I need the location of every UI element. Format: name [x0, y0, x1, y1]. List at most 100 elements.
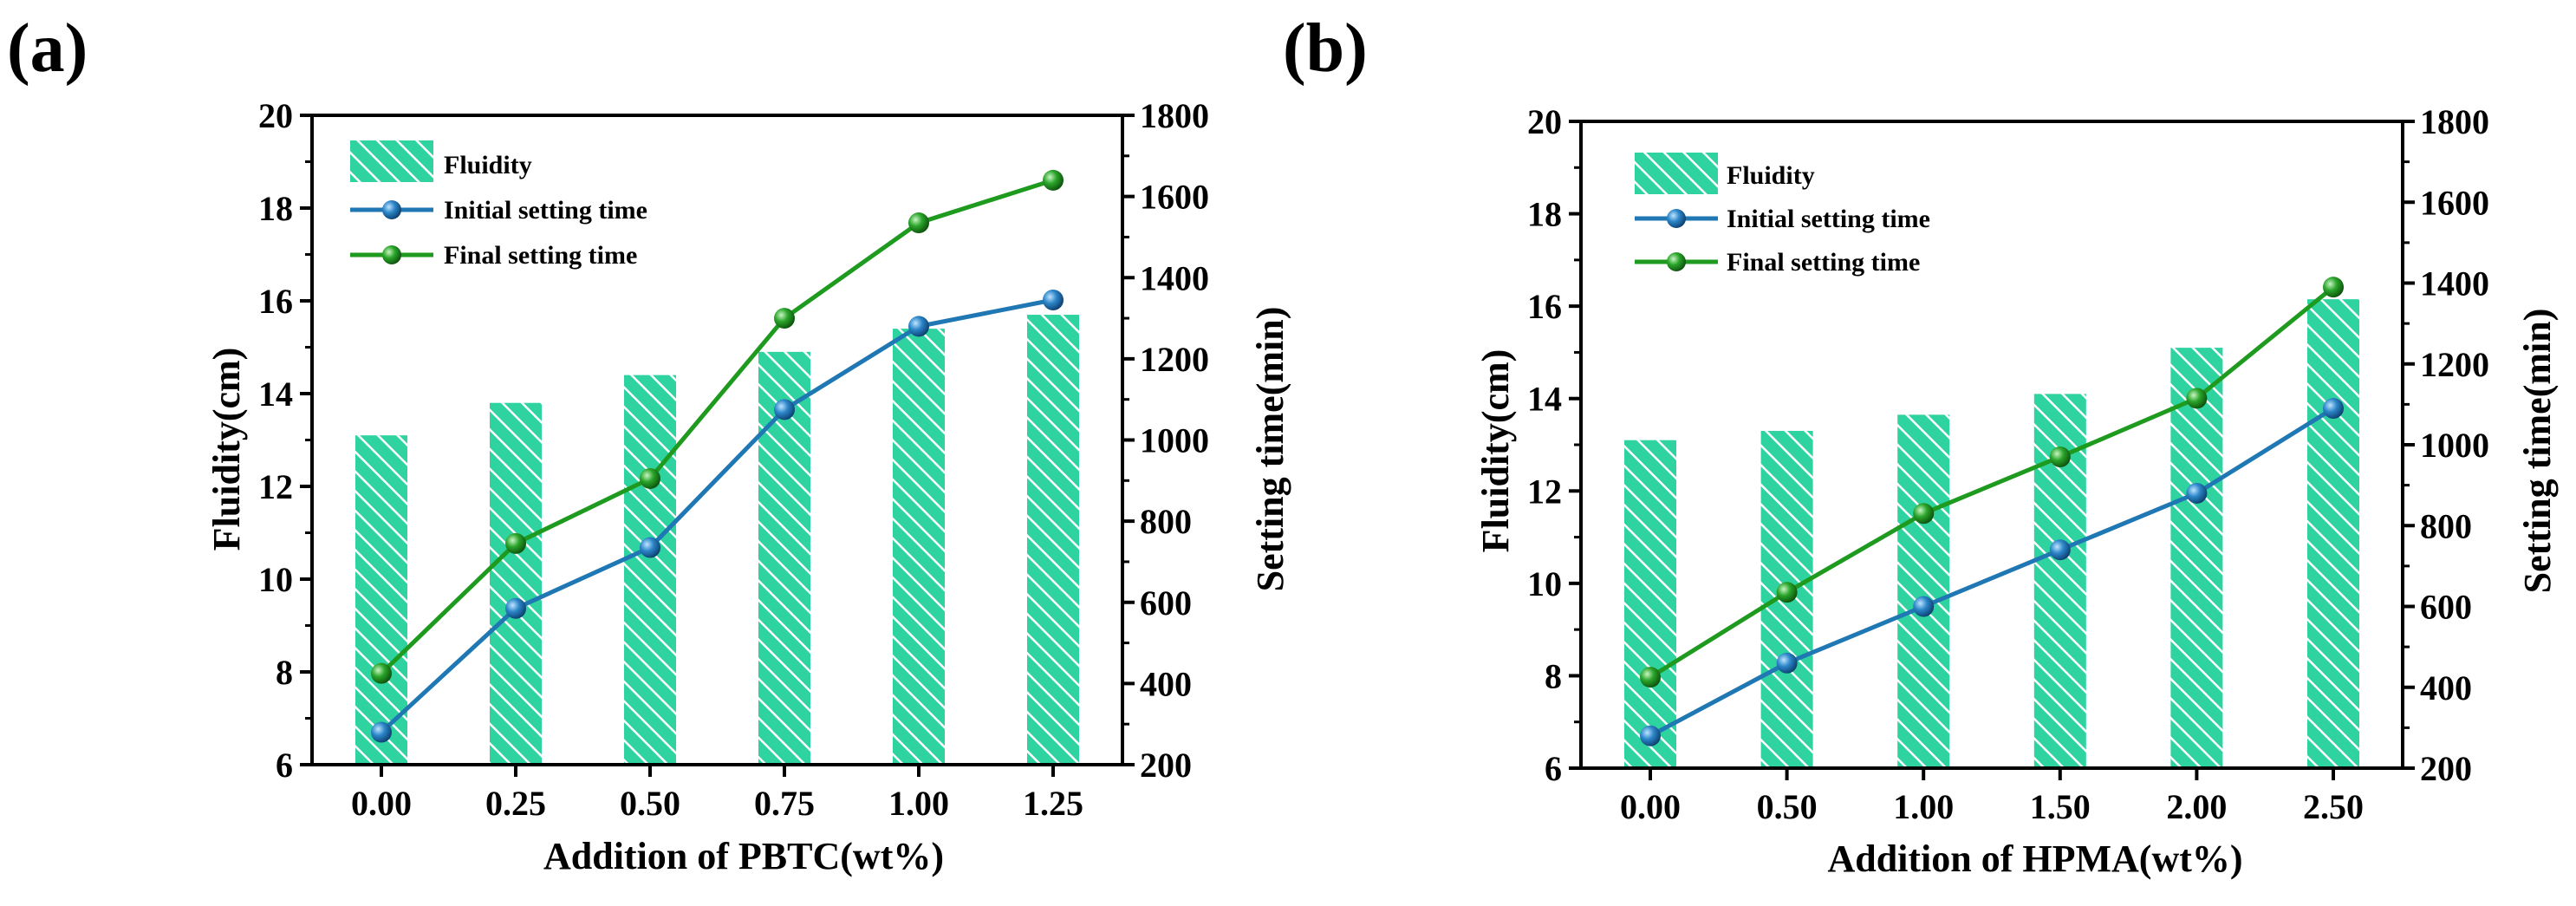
xtick-label-b-5: 2.50 [2303, 787, 2364, 826]
ytick-label-a-7: 20 [258, 96, 293, 135]
y2tick-label-b-5: 1200 [2420, 345, 2489, 384]
ytick-label-a-4: 14 [258, 375, 293, 414]
xtick-label-b-2: 1.00 [1893, 787, 1954, 826]
y2tick-label-a-6: 1400 [1140, 258, 1209, 297]
chart-a-y2label: Setting time(min) [1249, 307, 1291, 592]
final-setting-point-b-4 [2186, 388, 2208, 409]
legend-a-initial-label: Initial setting time [444, 196, 647, 225]
y2tick-label-b-6: 1400 [2420, 264, 2489, 303]
y2tick-label-a-2: 600 [1140, 583, 1192, 622]
initial-setting-point-b-0 [1640, 725, 1661, 746]
y2tick-label-b-1: 400 [2420, 668, 2472, 707]
y2tick-label-b-7: 1600 [2420, 183, 2489, 222]
ytick-label-b-0: 6 [1545, 749, 1562, 788]
chart-a-ylabel: Fluidity(cm) [205, 348, 248, 551]
y2tick-label-b-2: 600 [2420, 588, 2472, 627]
initial-setting-point-a-2 [640, 537, 660, 558]
legend-a-fluidity-swatch [350, 140, 433, 182]
final-setting-point-b-2 [1913, 503, 1935, 525]
ytick-label-b-2: 10 [1527, 564, 1562, 603]
xtick-label-b-0: 0.00 [1620, 787, 1681, 826]
final-setting-line-b [1649, 285, 2335, 680]
final-setting-point-b-1 [1776, 582, 1798, 603]
fluidity-bar-a-1 [490, 402, 542, 765]
fluidity-bar-b-5 [2307, 299, 2359, 768]
initial-setting-point-b-5 [2323, 398, 2344, 420]
legend-b-final-marker [1667, 252, 1686, 271]
panel-a: (a) 6 8 10 12 14 16 18 20 200 400 600 800 1000 1200 14… [7, 10, 1291, 877]
y2tick-label-a-0: 200 [1140, 746, 1192, 785]
y2tick-label-a-8: 1800 [1140, 96, 1209, 135]
chart-a-plot: 6 8 10 12 14 16 18 20 200 400 600 800 1000 1200 1400 16… [258, 96, 1209, 823]
xtick-label-a-5: 1.25 [1023, 784, 1083, 823]
fluidity-bar-a-0 [355, 435, 407, 765]
plot-frame-a [310, 114, 1124, 766]
y2tick-label-a-3: 800 [1140, 502, 1192, 541]
panel-b: (b) 6 8 10 12 14 16 18 20 200 400 600 800 1000 1200 14… [1283, 10, 2559, 880]
ytick-label-a-3: 12 [258, 467, 293, 506]
fluidity-bar-a-3 [758, 351, 810, 765]
legend-b-fluidity-label: Fluidity [1727, 161, 1815, 190]
legend-a-final-label: Final setting time [444, 241, 637, 270]
legend-b-initial-marker [1667, 209, 1686, 228]
xtick-label-a-3: 0.75 [754, 784, 815, 823]
xtick-label-a-4: 1.00 [888, 784, 949, 823]
initial-setting-point-b-1 [1776, 652, 1798, 674]
final-setting-point-a-2 [640, 467, 660, 489]
final-setting-point-a-5 [1043, 169, 1064, 191]
xtick-label-a-1: 0.25 [485, 784, 546, 823]
panel-b-label: (b) [1283, 10, 1368, 87]
final-setting-point-b-5 [2323, 277, 2344, 298]
chart-b-legend: Fluidity Initial setting time Final sett… [1635, 153, 1930, 277]
fluidity-bar-a-5 [1027, 315, 1079, 765]
final-setting-line-a [380, 178, 1054, 675]
y2tick-label-b-0: 200 [2420, 749, 2472, 788]
initial-setting-point-a-1 [505, 597, 526, 619]
fluidity-bar-b-0 [1624, 440, 1676, 768]
fluidity-bar-a-2 [624, 375, 676, 765]
fluidity-bar-b-2 [1897, 414, 1950, 768]
final-setting-point-a-3 [774, 308, 795, 329]
chart-a-xlabel: Addition of PBTC(wt%) [543, 835, 944, 877]
chart-a-legend: Fluidity Initial setting time Final sett… [350, 140, 647, 270]
xtick-label-a-2: 0.50 [620, 784, 680, 823]
legend-a-initial-marker [382, 200, 401, 219]
initial-setting-line-a [380, 297, 1054, 734]
initial-setting-point-a-5 [1043, 289, 1064, 310]
fluidity-bar-a-4 [893, 329, 945, 765]
y2tick-label-b-3: 800 [2420, 506, 2472, 545]
initial-setting-point-b-3 [2049, 539, 2071, 561]
ytick-label-b-3: 12 [1527, 472, 1562, 511]
legend-b-initial-label: Initial setting time [1727, 205, 1930, 233]
initial-setting-point-a-0 [371, 721, 392, 743]
initial-setting-point-a-4 [908, 316, 929, 337]
xtick-label-b-1: 0.50 [1757, 787, 1818, 826]
xtick-label-b-3: 1.50 [2030, 787, 2091, 826]
ytick-label-a-2: 10 [258, 560, 293, 599]
panel-a-label: (a) [7, 10, 88, 87]
initial-setting-point-a-3 [774, 399, 795, 420]
ytick-label-b-6: 18 [1527, 195, 1562, 234]
initial-setting-point-b-4 [2186, 482, 2208, 504]
xtick-label-b-4: 2.00 [2166, 787, 2227, 826]
chart-b-y2label: Setting time(min) [2516, 309, 2559, 594]
final-setting-point-a-0 [371, 662, 392, 684]
ytick-label-a-0: 6 [276, 746, 293, 785]
ytick-label-b-1: 8 [1545, 656, 1562, 695]
y2tick-label-a-1: 400 [1140, 664, 1192, 703]
chart-b-plot: 6 8 10 12 14 16 18 20 200 400 600 800 1000 1200 1400 16… [1527, 102, 2489, 826]
ytick-label-a-6: 18 [258, 189, 293, 228]
legend-b-final-label: Final setting time [1727, 248, 1920, 277]
ytick-label-a-5: 16 [258, 282, 293, 321]
ytick-label-a-1: 8 [276, 653, 293, 692]
fluidity-bar-b-4 [2170, 348, 2223, 768]
legend-a-fluidity-label: Fluidity [444, 151, 532, 179]
final-setting-point-b-3 [2049, 446, 2071, 467]
final-setting-point-a-1 [505, 532, 526, 554]
initial-setting-line-b [1649, 406, 2335, 738]
final-setting-point-a-4 [908, 212, 929, 234]
y2tick-label-a-7: 1600 [1140, 178, 1209, 217]
y2tick-label-a-5: 1200 [1140, 340, 1209, 379]
ytick-label-b-4: 14 [1527, 380, 1562, 419]
